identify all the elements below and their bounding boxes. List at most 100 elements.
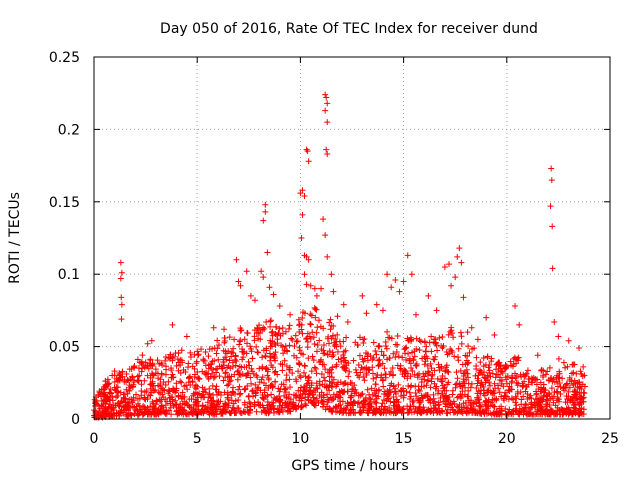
- data-point: [508, 410, 515, 417]
- data-point: [554, 389, 561, 396]
- data-point: [324, 253, 331, 260]
- data-point: [452, 381, 459, 388]
- data-point: [144, 411, 151, 418]
- data-point: [380, 376, 387, 383]
- data-point: [532, 411, 539, 418]
- data-point: [472, 372, 479, 379]
- data-point: [134, 373, 141, 380]
- data-point: [253, 408, 260, 415]
- data-point: [221, 326, 228, 333]
- data-point: [408, 382, 415, 389]
- data-point: [121, 391, 128, 398]
- data-point: [326, 340, 333, 347]
- data-point: [226, 357, 233, 364]
- data-point: [534, 352, 541, 359]
- data-point: [488, 358, 495, 365]
- data-point: [375, 343, 382, 350]
- data-point: [392, 276, 399, 283]
- data-point: [261, 325, 268, 332]
- data-point: [260, 274, 267, 281]
- data-point: [491, 380, 498, 387]
- data-point: [465, 387, 472, 394]
- data-point: [412, 383, 419, 390]
- data-point: [565, 408, 572, 415]
- data-point: [116, 369, 123, 376]
- data-point: [428, 365, 435, 372]
- data-point: [313, 395, 320, 402]
- data-point: [367, 352, 374, 359]
- data-point: [251, 399, 258, 406]
- data-point: [283, 377, 290, 384]
- data-point: [301, 310, 308, 317]
- data-point: [296, 372, 303, 379]
- data-point: [125, 411, 132, 418]
- data-point: [448, 324, 455, 331]
- data-point: [284, 348, 291, 355]
- data-point: [413, 361, 420, 368]
- data-point: [432, 353, 439, 360]
- data-point: [168, 367, 175, 374]
- data-point: [555, 333, 562, 340]
- data-point: [195, 408, 202, 415]
- data-point: [135, 365, 142, 372]
- data-point: [416, 387, 423, 394]
- data-point: [323, 94, 330, 101]
- data-point: [516, 321, 523, 328]
- data-point: [157, 405, 164, 412]
- data-point: [98, 397, 105, 404]
- data-point: [463, 357, 470, 364]
- data-point: [256, 402, 263, 409]
- data-point: [431, 356, 438, 363]
- data-point: [375, 387, 382, 394]
- data-point: [214, 337, 221, 344]
- data-point: [415, 405, 422, 412]
- data-point: [384, 391, 391, 398]
- data-point: [389, 365, 396, 372]
- data-point: [157, 390, 164, 397]
- data-point: [416, 337, 423, 344]
- data-point: [420, 408, 427, 415]
- data-point: [229, 359, 236, 366]
- data-point: [473, 354, 480, 361]
- data-point: [537, 402, 544, 409]
- data-point: [502, 389, 509, 396]
- y-axis-ticks: 0 0.05 0.1 0.15 0.2 0.25: [49, 50, 610, 428]
- data-point: [133, 391, 140, 398]
- data-point: [189, 378, 196, 385]
- data-point: [337, 401, 344, 408]
- data-point: [344, 318, 351, 325]
- data-point: [178, 395, 185, 402]
- data-point: [381, 403, 388, 410]
- data-point: [220, 358, 227, 365]
- data-point: [245, 392, 252, 399]
- data-point: [144, 372, 151, 379]
- data-point: [173, 408, 180, 415]
- data-point: [232, 353, 239, 360]
- data-point: [275, 330, 282, 337]
- data-point: [376, 356, 383, 363]
- data-point: [508, 374, 515, 381]
- data-point: [521, 373, 528, 380]
- data-point: [367, 395, 374, 402]
- data-point: [194, 348, 201, 355]
- data-point: [265, 410, 272, 417]
- data-point: [452, 274, 459, 281]
- data-point: [406, 405, 413, 412]
- data-point: [215, 388, 222, 395]
- data-point: [262, 208, 269, 215]
- data-point: [553, 374, 560, 381]
- data-point: [95, 413, 102, 420]
- data-point: [207, 394, 214, 401]
- data-point: [530, 374, 537, 381]
- data-point: [265, 376, 272, 383]
- data-point: [330, 391, 337, 398]
- data-point: [175, 359, 182, 366]
- data-point: [292, 332, 299, 339]
- data-point: [280, 350, 287, 357]
- data-point: [434, 375, 441, 382]
- data-point: [365, 367, 372, 374]
- data-point: [157, 383, 164, 390]
- data-point: [562, 364, 569, 371]
- data-point: [251, 297, 258, 304]
- data-point: [480, 390, 487, 397]
